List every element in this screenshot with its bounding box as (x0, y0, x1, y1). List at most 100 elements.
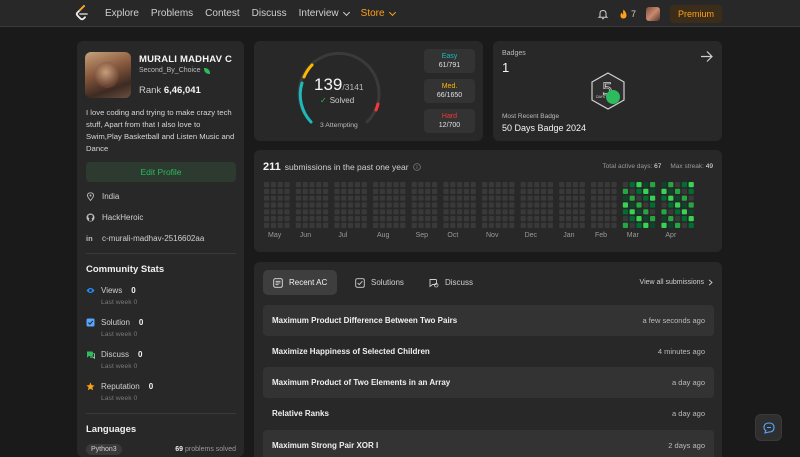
heatmap-cell[interactable] (334, 202, 340, 208)
heatmap-cell[interactable] (443, 182, 449, 188)
heatmap-cell[interactable] (611, 195, 617, 201)
heatmap-cell[interactable] (597, 209, 603, 215)
heatmap-cell[interactable] (534, 202, 540, 208)
heatmap-cell[interactable] (559, 209, 565, 215)
heatmap-cell[interactable] (323, 202, 329, 208)
bell-icon[interactable] (597, 8, 609, 20)
heatmap-cell[interactable] (509, 182, 515, 188)
heatmap-cell[interactable] (411, 216, 417, 222)
heatmap-cell[interactable] (559, 222, 565, 228)
heatmap-cell[interactable] (450, 188, 456, 194)
heatmap-cell[interactable] (495, 195, 501, 201)
heatmap-cell[interactable] (470, 216, 476, 222)
heatmap-cell[interactable] (450, 195, 456, 201)
heatmap-cell[interactable] (361, 195, 367, 201)
heatmap-cell[interactable] (482, 209, 488, 215)
heatmap-cell[interactable] (264, 222, 270, 228)
heatmap-cell[interactable] (302, 222, 308, 228)
leetcode-logo-icon[interactable] (74, 5, 90, 22)
heatmap-cell[interactable] (488, 209, 494, 215)
heatmap-cell[interactable] (334, 209, 340, 215)
linkedin-row[interactable]: in c-murali-madhav-2516602aa (86, 234, 204, 243)
heatmap-cell[interactable] (443, 222, 449, 228)
heatmap-cell[interactable] (450, 202, 456, 208)
heatmap-cell[interactable] (379, 182, 385, 188)
heatmap-cell[interactable] (386, 182, 392, 188)
heatmap-cell[interactable] (629, 202, 635, 208)
heatmap-cell[interactable] (559, 195, 565, 201)
heatmap-cell[interactable] (643, 195, 649, 201)
heatmap-cell[interactable] (597, 195, 603, 201)
heatmap-cell[interactable] (316, 202, 322, 208)
heatmap-cell[interactable] (284, 216, 290, 222)
heatmap-cell[interactable] (411, 222, 417, 228)
heatmap-cell[interactable] (629, 195, 635, 201)
heatmap-cell[interactable] (520, 202, 526, 208)
heatmap-cell[interactable] (604, 216, 610, 222)
heatmap-cell[interactable] (572, 202, 578, 208)
heatmap-cell[interactable] (470, 202, 476, 208)
heatmap-cell[interactable] (323, 188, 329, 194)
heatmap-cell[interactable] (470, 195, 476, 201)
heatmap-cell[interactable] (316, 195, 322, 201)
heatmap-cell[interactable] (341, 188, 347, 194)
heatmap-cell[interactable] (400, 202, 406, 208)
heatmap-cell[interactable] (354, 202, 360, 208)
heatmap-cell[interactable] (591, 222, 597, 228)
heatmap-cell[interactable] (643, 209, 649, 215)
github-row[interactable]: HackHeroic (86, 213, 143, 222)
heatmap-cell[interactable] (411, 202, 417, 208)
heatmap-cell[interactable] (277, 222, 283, 228)
heatmap-cell[interactable] (534, 216, 540, 222)
heatmap-cell[interactable] (675, 216, 681, 222)
heatmap-cell[interactable] (270, 188, 276, 194)
heatmap-cell[interactable] (277, 202, 283, 208)
heatmap-cell[interactable] (418, 222, 424, 228)
edit-profile-button[interactable]: Edit Profile (86, 162, 236, 182)
heatmap-cell[interactable] (443, 188, 449, 194)
heatmap-cell[interactable] (482, 182, 488, 188)
heatmap-cell[interactable] (482, 188, 488, 194)
heatmap-cell[interactable] (668, 216, 674, 222)
heatmap-cell[interactable] (295, 216, 301, 222)
heatmap-cell[interactable] (495, 202, 501, 208)
heatmap-cell[interactable] (309, 182, 315, 188)
heatmap-cell[interactable] (661, 182, 667, 188)
heatmap-cell[interactable] (400, 209, 406, 215)
heatmap-cell[interactable] (277, 195, 283, 201)
heatmap-cell[interactable] (284, 188, 290, 194)
heatmap-cell[interactable] (418, 202, 424, 208)
heatmap-cell[interactable] (611, 188, 617, 194)
tab-solutions[interactable]: Solutions (345, 270, 414, 295)
heatmap-cell[interactable] (361, 202, 367, 208)
heatmap-cell[interactable] (432, 202, 438, 208)
heatmap-cell[interactable] (432, 209, 438, 215)
heatmap-cell[interactable] (502, 202, 508, 208)
heatmap-cell[interactable] (520, 182, 526, 188)
heatmap-cell[interactable] (636, 222, 642, 228)
heatmap-cell[interactable] (541, 222, 547, 228)
heatmap-cell[interactable] (591, 209, 597, 215)
heatmap-cell[interactable] (661, 209, 667, 215)
heatmap-cell[interactable] (400, 188, 406, 194)
heatmap-cell[interactable] (386, 195, 392, 201)
heatmap-cell[interactable] (302, 209, 308, 215)
heatmap-cell[interactable] (579, 216, 585, 222)
heatmap-cell[interactable] (622, 182, 628, 188)
heatmap-cell[interactable] (597, 216, 603, 222)
heatmap-cell[interactable] (675, 188, 681, 194)
heatmap-cell[interactable] (559, 216, 565, 222)
heatmap-cell[interactable] (418, 209, 424, 215)
heatmap-cell[interactable] (681, 202, 687, 208)
heatmap-cell[interactable] (373, 188, 379, 194)
heatmap-cell[interactable] (400, 216, 406, 222)
heatmap-cell[interactable] (316, 222, 322, 228)
heatmap-cell[interactable] (534, 222, 540, 228)
heatmap-cell[interactable] (559, 188, 565, 194)
heatmap-cell[interactable] (668, 195, 674, 201)
heatmap-cell[interactable] (668, 182, 674, 188)
submission-row[interactable]: Maximum Product of Two Elements in an Ar… (263, 367, 714, 398)
heatmap-cell[interactable] (681, 216, 687, 222)
tab-discuss[interactable]: Discuss (419, 270, 483, 295)
heatmap-cell[interactable] (457, 202, 463, 208)
